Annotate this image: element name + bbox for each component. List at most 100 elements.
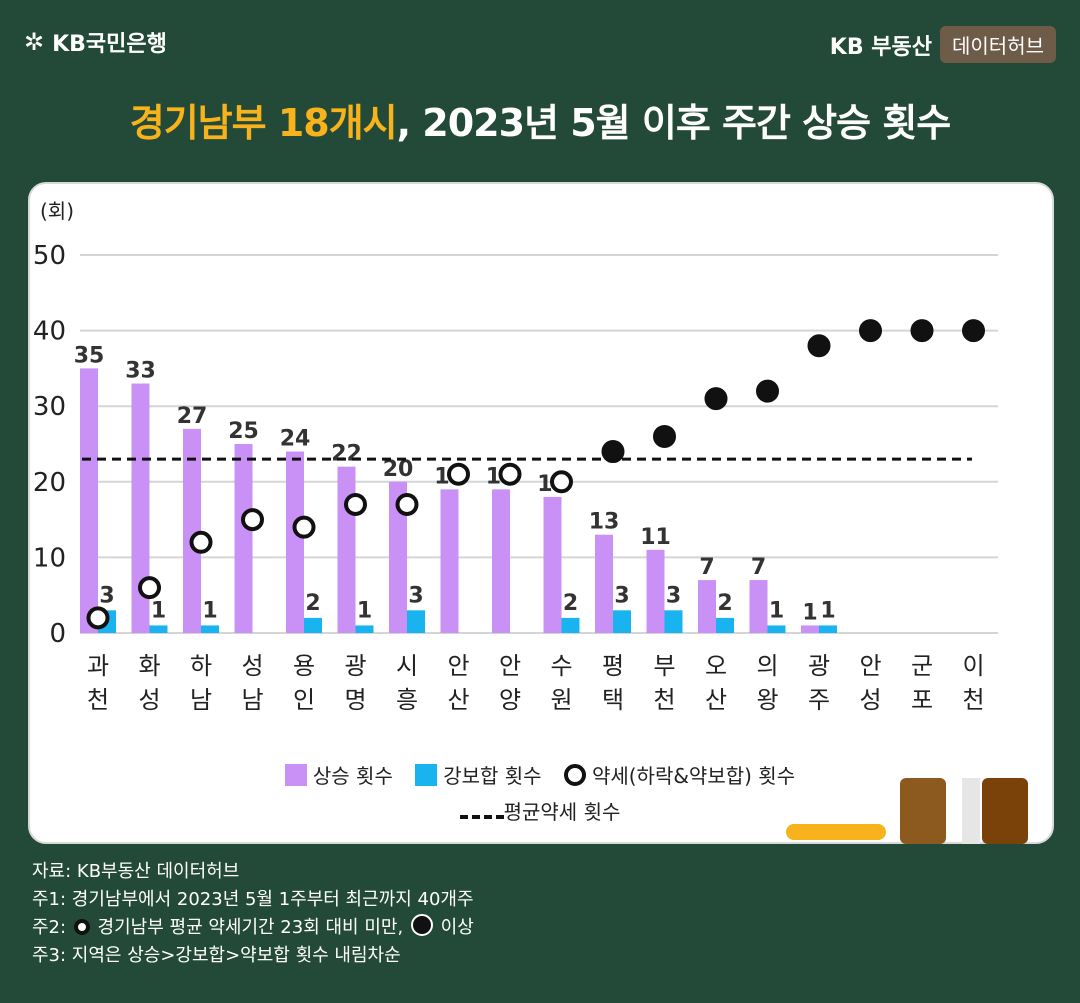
strong-bar: [767, 625, 786, 633]
weak-marker-open: [138, 576, 161, 600]
strong-bar: [716, 617, 734, 633]
weak-marker-open: [498, 462, 522, 486]
x-tick-label-top: 안: [447, 652, 469, 680]
rise-bar: [80, 368, 98, 633]
rise-value-label: 7: [751, 555, 766, 580]
x-tick-label-top: 안: [499, 652, 521, 680]
legend-rise-swatch: [284, 763, 307, 786]
note-2-end: 이상: [440, 917, 474, 938]
legend-weak-marker: [563, 763, 586, 786]
rise-bar: [646, 549, 665, 633]
x-tick-label-top: 시: [396, 652, 418, 680]
legend-rise: 상승 횟수: [284, 760, 393, 789]
y-tick-label: 10: [33, 543, 66, 573]
rise-value-label: 27: [177, 404, 208, 429]
x-tick-label-top: 오: [705, 652, 727, 680]
x-tick-label-bottom: 남: [190, 686, 212, 714]
kb-star-icon: ✲: [24, 28, 45, 56]
weak-marker-open: [550, 470, 573, 494]
x-tick-label-bottom: 흥: [396, 686, 418, 714]
x-tick-label-top: 성: [241, 652, 263, 680]
weak-marker-filled: [601, 440, 625, 464]
x-tick-label-top: 과: [87, 652, 109, 680]
strong-bar: [561, 617, 580, 633]
weak-marker-filled: [910, 319, 934, 343]
y-tick-label: 50: [33, 241, 66, 271]
rise-value-label: 22: [331, 442, 362, 467]
title-rest: , 2023년 5월 이후 주간 상승 횟수: [396, 101, 952, 145]
legend-avg: 평균약세 횟수: [459, 800, 621, 824]
x-tick-label-top: 수: [550, 652, 572, 680]
kb-realestate-brand: KB 부동산 데이터허브: [830, 26, 1056, 63]
x-tick-label-top: 화: [138, 652, 160, 680]
rise-bar: [492, 489, 510, 633]
strong-value-label: 3: [408, 583, 423, 608]
legend-strong-swatch: [415, 763, 438, 786]
weak-marker-open: [86, 606, 110, 630]
x-tick-label-top: 이: [962, 652, 984, 680]
x-tick-label-bottom: 남: [241, 686, 263, 714]
note-3: 주3: 지역은 상승>강보합>약보합 횟수 내림차순: [32, 945, 401, 966]
legend-rise-label: 상승 횟수: [312, 764, 393, 788]
decorative-pencil: [786, 824, 886, 840]
strong-value-label: 3: [666, 583, 681, 608]
strong-bar: [149, 625, 168, 633]
rise-bar: [595, 534, 613, 633]
rise-bar: [131, 383, 150, 633]
y-tick-label: 30: [33, 392, 66, 422]
strong-value-label: 1: [151, 598, 166, 623]
weak-marker-open: [241, 508, 264, 532]
rise-bar: [440, 489, 459, 633]
x-tick-label-bottom: 명: [344, 686, 366, 714]
weak-marker-filled: [859, 319, 882, 343]
strong-value-label: 2: [717, 591, 732, 616]
y-axis-label: (회): [40, 199, 74, 223]
rise-bar: [183, 428, 201, 633]
y-tick-label: 40: [33, 317, 66, 347]
rise-bar: [749, 580, 768, 633]
note-2: 주2: 경기남부 평균 약세기간 23회 대비 미만, 이상: [32, 914, 474, 942]
strong-value-label: 1: [769, 598, 784, 623]
strong-value-label: 2: [563, 591, 578, 616]
rise-bar: [286, 451, 304, 633]
footnotes: 자료: KB부동산 데이터허브 주1: 경기남부에서 2023년 5월 1주부터…: [32, 858, 474, 970]
weak-marker-filled: [756, 379, 779, 403]
strong-value-label: 3: [99, 583, 114, 608]
x-tick-label-bottom: 왕: [756, 686, 778, 714]
legend-weak: 약세(하락&약보합) 횟수: [563, 760, 795, 789]
weak-marker-open: [189, 530, 213, 554]
x-tick-label-bottom: 주: [808, 686, 830, 714]
note-2-mid: 경기남부 평균 약세기간 23회 대비 미만,: [97, 917, 404, 938]
kb-bank-name: KB국민은행: [52, 32, 167, 57]
x-tick-label-top: 광: [808, 652, 830, 680]
rise-bar: [801, 625, 819, 633]
source-note: 자료: KB부동산 데이터허브: [32, 861, 240, 882]
open-circle-icon: [73, 919, 90, 935]
x-tick-label-bottom: 성: [859, 686, 881, 714]
strong-bar: [613, 610, 631, 633]
decorative-book: [900, 778, 946, 844]
weak-marker-filled: [653, 424, 676, 448]
x-tick-label-bottom: 택: [602, 686, 624, 714]
legend-avg-label: 평균약세 횟수: [503, 800, 621, 824]
x-tick-label-bottom: 양: [499, 686, 521, 714]
rise-value-label: 35: [74, 343, 105, 368]
weak-marker-open: [395, 492, 419, 516]
strong-bar: [819, 625, 837, 633]
x-tick-label-top: 부: [653, 652, 675, 680]
rise-bar: [337, 466, 356, 633]
weak-marker-open: [292, 515, 316, 539]
strong-value-label: 3: [614, 583, 629, 608]
rise-bar: [698, 580, 716, 633]
note-2-prefix: 주2:: [32, 917, 67, 938]
chart-svg: (회)01020304050353과천331화성271하남25성남242용인22…: [33, 199, 998, 714]
x-tick-label-top: 하: [190, 652, 212, 680]
rise-bar: [389, 481, 407, 633]
strong-bar: [407, 610, 425, 633]
chart-legend-avg: 평균약세 횟수: [0, 796, 1080, 825]
strong-bar: [304, 617, 322, 633]
x-tick-label-bottom: 천: [653, 686, 675, 714]
rise-value-label: 20: [383, 457, 414, 482]
strong-bar: [201, 625, 219, 633]
x-tick-label-top: 안: [859, 652, 881, 680]
